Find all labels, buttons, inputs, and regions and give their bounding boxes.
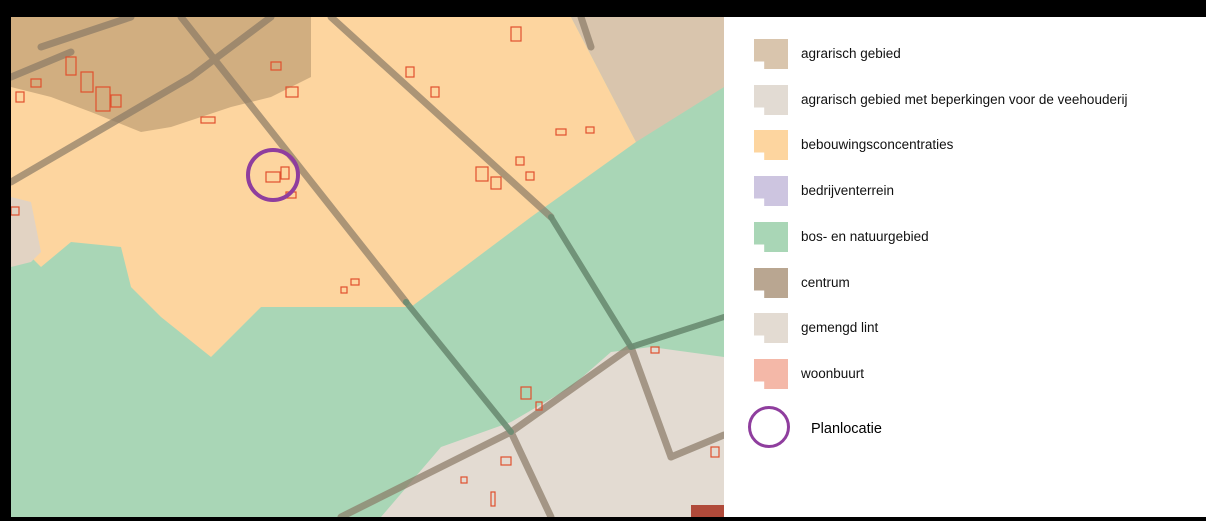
legend-label: centrum bbox=[801, 275, 850, 290]
legend-item-industrial: bedrijventerrein bbox=[754, 176, 1204, 208]
legend-swatch bbox=[754, 85, 788, 115]
legend-label: bos- en natuurgebied bbox=[801, 229, 929, 244]
plan-location-circle-icon bbox=[748, 406, 790, 448]
zoning-map[interactable] bbox=[11, 17, 724, 517]
legend-item-built-up: bebouwingsconcentraties bbox=[754, 130, 1204, 162]
legend-label: woonbuurt bbox=[801, 366, 865, 381]
zoning-map-canvas bbox=[11, 17, 724, 517]
legend-label: bedrijventerrein bbox=[801, 183, 895, 198]
legend-swatch bbox=[754, 39, 788, 69]
legend-swatch bbox=[754, 222, 788, 252]
legend-label: gemengd lint bbox=[801, 320, 879, 335]
legend-swatch bbox=[754, 130, 788, 160]
legend-label: agrarisch gebied bbox=[801, 46, 901, 61]
legend-label: agrarisch gebied met beperkingen voor de… bbox=[801, 92, 1128, 107]
roads bbox=[11, 17, 724, 517]
legend-swatch bbox=[754, 268, 788, 298]
legend-item-mixed-ribbon: gemengd lint bbox=[754, 313, 1204, 345]
mixed-ribbon-area bbox=[381, 347, 724, 517]
legend-item-agricultural: agrarisch gebied bbox=[754, 39, 1204, 71]
residential-corner bbox=[691, 505, 724, 517]
map-legend: agrarisch gebied agrarisch gebied met be… bbox=[724, 17, 1206, 517]
agricultural-area-2 bbox=[571, 17, 724, 142]
plan-location-label: Planlocatie bbox=[811, 421, 882, 437]
legend-swatch bbox=[754, 359, 788, 389]
buildings bbox=[11, 26, 720, 507]
roads-in-nature bbox=[403, 214, 724, 435]
legend-item-nature: bos- en natuurgebied bbox=[754, 222, 1204, 254]
plan-location-marker[interactable] bbox=[246, 148, 300, 202]
legend-item-agricultural-restricted: agrarisch gebied met beperkingen voor de… bbox=[754, 85, 1204, 117]
legend-item-residential: woonbuurt bbox=[754, 359, 1204, 391]
legend-item-center: centrum bbox=[754, 268, 1204, 300]
legend-label: bebouwingsconcentraties bbox=[801, 137, 954, 152]
legend-swatch bbox=[754, 313, 788, 343]
legend-swatch bbox=[754, 176, 788, 206]
